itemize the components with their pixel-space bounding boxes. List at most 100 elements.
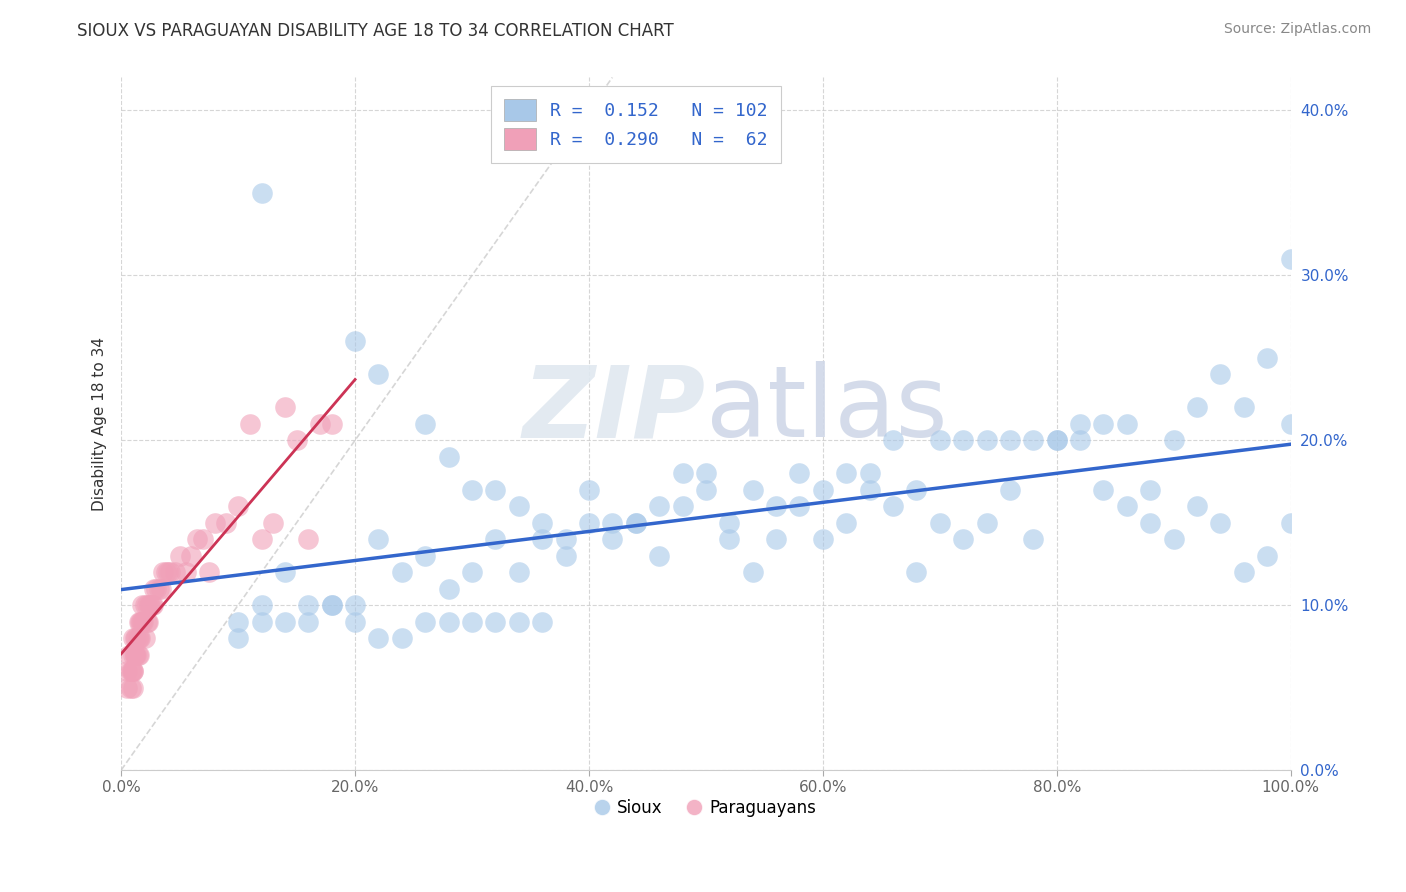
Point [671,466,693,480]
Point [128,648,150,662]
Point [115,681,138,695]
Point [142,598,165,612]
Point [180,549,202,563]
Point [125,648,148,662]
Point [145,582,167,596]
Point [122,648,145,662]
Point [602,516,624,530]
Point [139,598,162,612]
Point [952,532,974,546]
Point [127,648,149,662]
Point [344,598,367,612]
Point [1163,434,1185,448]
Point [367,532,389,546]
Point [1022,434,1045,448]
Point [136,615,159,629]
Point [624,516,647,530]
Point [1069,417,1091,431]
Point [321,417,343,431]
Point [413,417,436,431]
Point [127,631,149,645]
Point [367,368,389,382]
Point [437,615,460,629]
Point [602,532,624,546]
Point [321,598,343,612]
Point [134,598,156,612]
Text: ZIP: ZIP [523,361,706,458]
Point [159,565,181,579]
Point [859,466,882,480]
Point [134,631,156,645]
Point [297,532,319,546]
Point [156,565,179,579]
Text: Source: ZipAtlas.com: Source: ZipAtlas.com [1223,22,1371,37]
Point [578,516,600,530]
Point [976,516,998,530]
Point [136,598,159,612]
Point [811,532,834,546]
Point [138,598,160,612]
Point [121,664,143,678]
Point [344,334,367,349]
Point [226,631,249,645]
Point [148,582,170,596]
Point [226,615,249,629]
Point [461,615,484,629]
Point [998,483,1021,497]
Point [155,565,177,579]
Point [554,549,576,563]
Point [124,631,146,645]
Point [1139,516,1161,530]
Point [129,631,152,645]
Point [484,483,506,497]
Point [250,186,273,200]
Point [152,565,174,579]
Point [1209,368,1232,382]
Point [531,516,554,530]
Point [741,565,763,579]
Point [122,664,145,678]
Point [1233,401,1256,415]
Point [741,483,763,497]
Point [1256,549,1278,563]
Point [186,532,208,546]
Point [250,615,273,629]
Point [765,532,787,546]
Point [169,549,191,563]
Point [1279,516,1302,530]
Point [976,434,998,448]
Point [461,565,484,579]
Point [671,499,693,513]
Point [437,450,460,464]
Point [391,565,413,579]
Point [1115,417,1137,431]
Point [122,664,145,678]
Point [204,516,226,530]
Point [136,615,159,629]
Point [765,499,787,513]
Point [624,516,647,530]
Point [1256,351,1278,365]
Point [131,598,153,612]
Point [124,648,146,662]
Point [835,466,858,480]
Point [297,598,319,612]
Point [1022,532,1045,546]
Point [531,532,554,546]
Point [120,681,142,695]
Point [274,401,297,415]
Point [905,565,928,579]
Point [321,598,343,612]
Point [198,565,221,579]
Point [143,582,166,596]
Text: atlas: atlas [706,361,948,458]
Text: SIOUX VS PARAGUAYAN DISABILITY AGE 18 TO 34 CORRELATION CHART: SIOUX VS PARAGUAYAN DISABILITY AGE 18 TO… [77,22,673,40]
Y-axis label: Disability Age 18 to 34: Disability Age 18 to 34 [93,336,107,511]
Point [297,615,319,629]
Point [1139,483,1161,497]
Point [695,483,717,497]
Point [1185,401,1208,415]
Point [789,499,811,513]
Point [250,532,273,546]
Point [367,631,389,645]
